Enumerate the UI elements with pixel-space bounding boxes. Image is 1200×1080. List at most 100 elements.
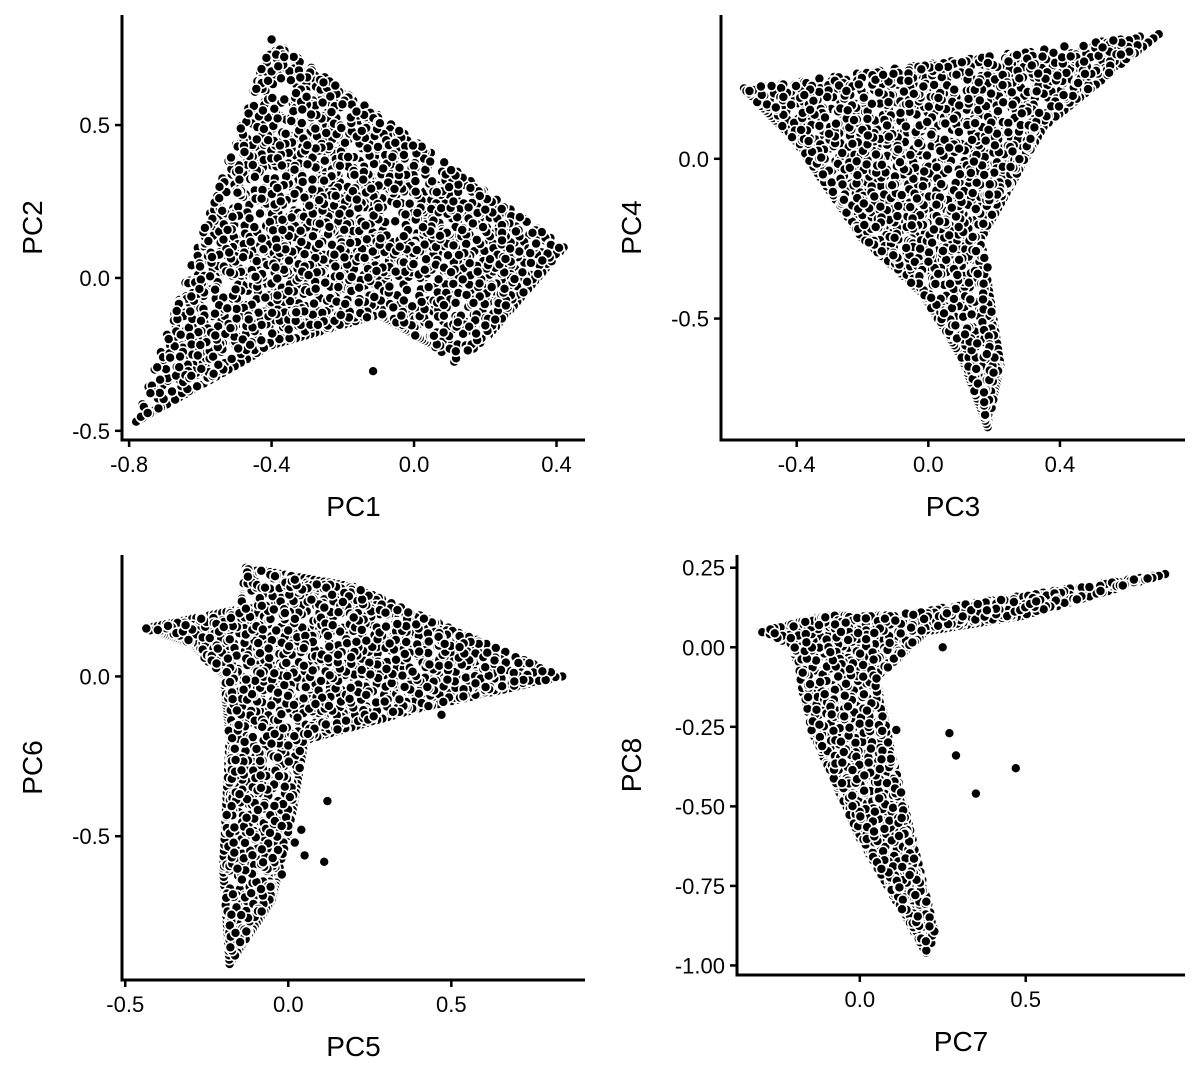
data-point <box>970 363 983 375</box>
data-point <box>1064 50 1077 63</box>
data-point <box>271 289 284 302</box>
data-point <box>526 227 539 239</box>
data-point <box>447 239 460 252</box>
data-point <box>817 168 829 181</box>
data-point <box>313 238 325 250</box>
data-point <box>244 338 256 351</box>
data-point <box>930 161 943 173</box>
data-point <box>249 171 261 183</box>
data-point <box>850 155 863 168</box>
data-point <box>359 219 372 232</box>
data-point <box>1096 41 1109 54</box>
data-point <box>166 385 178 398</box>
data-point <box>470 234 483 246</box>
data-point <box>361 233 373 246</box>
data-point <box>294 225 307 237</box>
data-point <box>209 283 221 296</box>
data-point <box>953 99 966 112</box>
data-point <box>479 319 492 332</box>
data-point <box>895 189 908 201</box>
data-point <box>471 265 484 278</box>
data-point <box>962 93 975 105</box>
data-point <box>979 134 992 147</box>
data-point <box>271 112 284 125</box>
data-point <box>964 293 977 306</box>
data-point <box>949 319 962 332</box>
data-point <box>536 254 549 267</box>
outlier-point <box>971 267 984 280</box>
data-point <box>249 270 262 283</box>
data-point <box>460 238 473 250</box>
data-point <box>345 271 358 283</box>
data-point <box>334 160 346 172</box>
data-point <box>308 297 320 310</box>
data-point <box>535 226 548 238</box>
data-point <box>259 291 272 304</box>
data-point <box>339 298 352 310</box>
data-point <box>334 309 347 321</box>
data-point <box>942 163 954 176</box>
data-point <box>1079 68 1091 80</box>
data-point <box>874 200 887 213</box>
data-point <box>969 203 982 215</box>
data-point <box>479 203 492 216</box>
data-point <box>915 63 928 76</box>
data-point <box>500 299 512 312</box>
data-point <box>213 192 225 204</box>
data-point <box>355 125 368 137</box>
data-point <box>268 103 281 115</box>
data-point <box>905 276 917 289</box>
x-tick-label: -0.4 <box>778 452 816 477</box>
data-point <box>449 345 462 358</box>
data-point <box>933 215 946 228</box>
data-point <box>393 161 406 174</box>
data-point <box>932 92 945 104</box>
data-point <box>521 275 533 288</box>
data-point <box>966 134 978 146</box>
data-point <box>432 273 445 286</box>
data-point <box>316 96 329 109</box>
data-point <box>1004 161 1017 173</box>
data-point <box>194 260 206 273</box>
data-point <box>983 178 996 191</box>
data-point <box>838 194 850 206</box>
data-point <box>1011 49 1023 61</box>
data-point <box>152 402 165 415</box>
data-point <box>755 80 767 93</box>
data-point <box>862 129 874 142</box>
x-tick-label: -0.4 <box>253 452 291 477</box>
data-point <box>221 302 234 315</box>
data-point <box>306 173 319 186</box>
data-point <box>950 68 963 81</box>
data-point <box>524 247 537 259</box>
data-point <box>250 255 263 267</box>
data-point <box>848 114 860 126</box>
data-point <box>1053 100 1065 113</box>
data-point <box>970 176 983 189</box>
data-point <box>963 66 976 79</box>
data-point <box>350 193 363 206</box>
data-point <box>972 76 985 89</box>
data-point <box>553 242 565 254</box>
y-axis-title: PC2 <box>17 200 48 254</box>
data-point <box>887 249 900 262</box>
data-point <box>193 283 206 295</box>
data-point <box>374 232 387 245</box>
data-point <box>338 251 351 264</box>
data-point <box>301 139 314 151</box>
data-point <box>426 175 438 188</box>
data-point <box>977 293 989 306</box>
data-point <box>508 273 521 285</box>
data-point <box>348 169 361 181</box>
data-point <box>388 183 401 195</box>
data-point <box>959 328 971 341</box>
data-point <box>352 296 365 309</box>
data-point <box>235 122 247 135</box>
data-point <box>195 362 208 375</box>
data-point <box>456 224 469 236</box>
data-point <box>242 107 255 120</box>
data-point <box>154 373 166 386</box>
data-point <box>272 60 285 73</box>
data-point <box>238 146 251 158</box>
data-point <box>248 221 261 233</box>
